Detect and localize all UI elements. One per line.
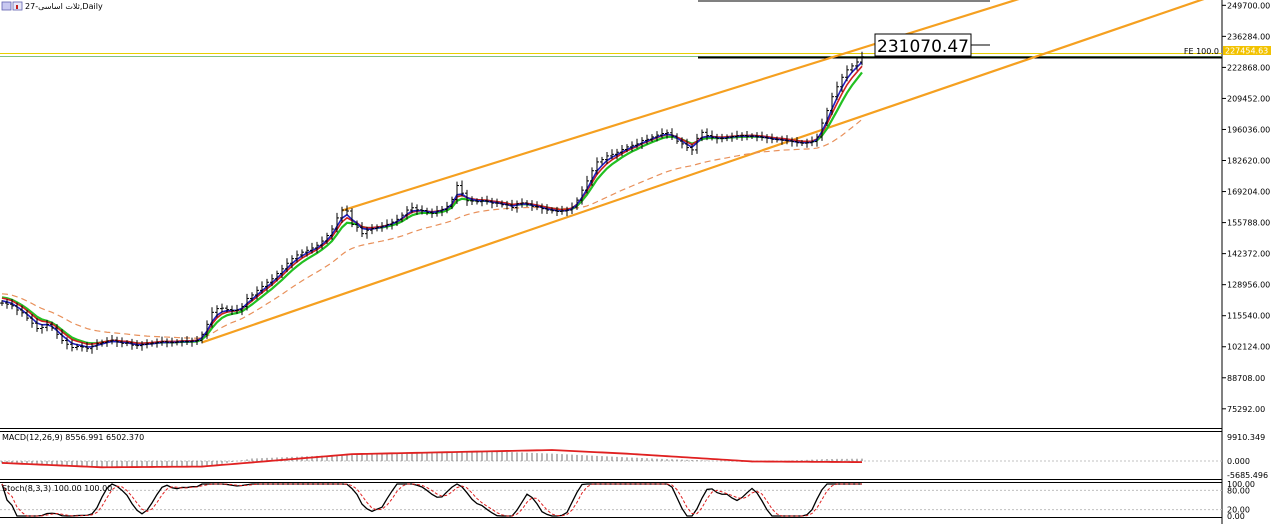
macd-signal-line xyxy=(1,449,863,469)
macd-axis-label: -5685.496 xyxy=(1227,471,1268,480)
price-pane[interactable] xyxy=(0,0,1222,428)
price-axis-label: 236284.00 xyxy=(1227,32,1270,41)
macd-pane: 9910.349 0.000 -5685.496 xyxy=(0,433,1268,480)
price-bars xyxy=(0,51,864,354)
stoch-main-line xyxy=(1,483,862,517)
price-axis-label: 115540.00 xyxy=(1227,312,1270,321)
chart-window-icon xyxy=(1,1,12,11)
price-callout-box xyxy=(874,33,972,57)
price-axis-label: 209452.00 xyxy=(1227,94,1270,103)
current-price-tag: 227454.63 xyxy=(1223,46,1271,56)
stoch-axis-label: 100.00 xyxy=(1227,480,1255,489)
chart-title: ثلات اساسی-27,Daily xyxy=(1,1,103,11)
price-callout-text: 231070.47 xyxy=(877,37,969,57)
stoch-axis-label: 0.00 xyxy=(1227,512,1245,521)
stoch-axis-label: 80.00 xyxy=(1227,486,1250,495)
price-axis-label: 142372.00 xyxy=(1227,250,1270,259)
price-axis-label: 196036.00 xyxy=(1227,125,1270,134)
channel-upper-line[interactable] xyxy=(341,0,1212,212)
stoch-label: Stoch(8,3,3) 100.00 100.00 xyxy=(2,484,112,493)
price-axis-label: 249700.00 xyxy=(1227,1,1270,10)
trend-channel[interactable] xyxy=(201,0,1212,344)
price-axis-label: 169204.00 xyxy=(1227,188,1270,197)
stoch-axis-label: 20.00 xyxy=(1227,506,1250,515)
current-price-tag-text: 227454.63 xyxy=(1225,47,1268,56)
price-axis-label: 102124.00 xyxy=(1227,343,1270,352)
price-axis: 249700.00 236284.00 222868.00 209452.00 1960… xyxy=(1222,1,1270,414)
current-price-tag-bg xyxy=(1223,46,1271,55)
price-axis-label: 88708.00 xyxy=(1227,374,1265,383)
chart-type-icon-bar xyxy=(16,5,18,9)
macd-label: MACD(12,26,9) 8556.991 6502.370 xyxy=(2,433,144,442)
horizontal-lines xyxy=(0,0,1222,59)
price-axis-label: 128956.00 xyxy=(1227,281,1270,290)
price-axis-label: 222868.00 xyxy=(1227,63,1270,72)
price-axis-label: 182620.00 xyxy=(1227,157,1270,166)
ma-long-line xyxy=(1,118,863,339)
fibo-label: FE 100.0 xyxy=(1184,47,1219,56)
chart-title-text: ثلات اساسی-27,Daily xyxy=(25,2,103,11)
stoch-signal-line xyxy=(1,483,862,517)
price-callout[interactable]: 231070.47 xyxy=(874,33,972,57)
price-axis-label: 155788.00 xyxy=(1227,219,1270,228)
macd-axis-label: 9910.349 xyxy=(1227,433,1265,442)
price-axis-label: 75292.00 xyxy=(1227,405,1265,414)
macd-axis-label: 0.000 xyxy=(1227,457,1250,466)
channel-lower-line[interactable] xyxy=(201,0,1212,344)
